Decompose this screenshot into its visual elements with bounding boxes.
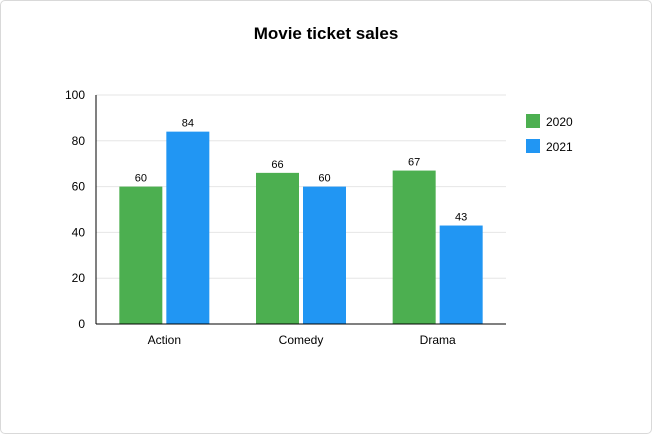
legend-label-2020: 2020 (546, 115, 573, 129)
bar-comedy-2021 (303, 186, 346, 324)
y-tick-label: 100 (65, 88, 85, 102)
axes (95, 95, 506, 325)
data-labels: 60 84 66 60 67 43 (135, 118, 468, 224)
data-label: 66 (271, 159, 283, 171)
bar-drama-2021 (439, 225, 483, 324)
y-tick-label: 20 (72, 271, 86, 285)
data-label: 60 (318, 173, 330, 185)
bars (119, 131, 483, 324)
bar-action-2020 (119, 186, 163, 324)
chart-title: Movie ticket sales (253, 24, 399, 43)
y-axis-tick-labels: 0 20 40 60 80 100 (65, 88, 85, 331)
y-tick-label: 0 (78, 317, 85, 331)
legend-swatch-2021 (526, 139, 540, 153)
bar-drama-2020 (392, 170, 436, 324)
y-tick-label: 60 (72, 180, 86, 194)
data-label: 67 (408, 157, 420, 169)
bar-comedy-2020 (256, 172, 299, 324)
data-label: 60 (135, 173, 147, 185)
legend-swatch-2020 (526, 114, 540, 128)
x-tick-label: Comedy (279, 333, 324, 347)
legend-label-2021: 2021 (546, 140, 573, 154)
x-tick-label: Action (148, 333, 181, 347)
x-tick-label: Drama (420, 333, 456, 347)
legend: 2020 2021 (526, 114, 573, 154)
x-axis-tick-labels: Action Comedy Drama (148, 333, 456, 347)
y-tick-label: 40 (72, 225, 86, 239)
data-label: 84 (182, 118, 194, 130)
gridlines (96, 94, 506, 279)
bar-action-2021 (166, 131, 210, 324)
data-label: 43 (455, 212, 467, 224)
y-tick-label: 80 (72, 134, 86, 148)
